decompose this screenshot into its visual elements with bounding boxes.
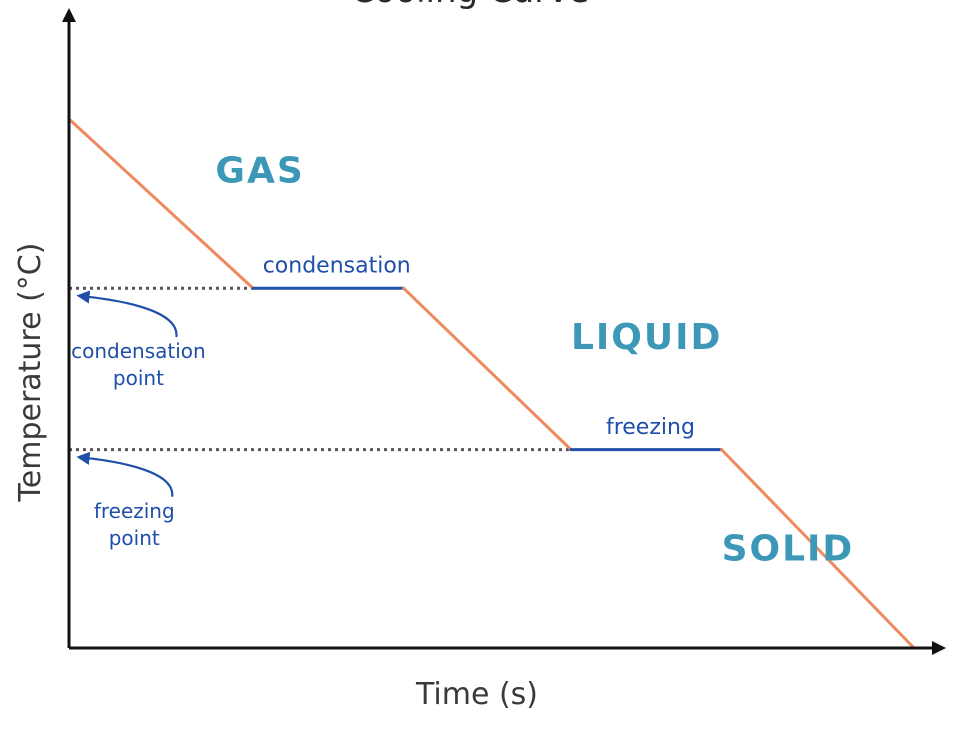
x-axis-label: Time (s): [415, 677, 538, 712]
point-label-1-line-1: point: [109, 526, 160, 550]
point-label-0-line-1: point: [113, 366, 164, 390]
point-arrow-1: [76, 451, 174, 497]
y-axis-arrow: [62, 8, 76, 22]
chart-title: Cooling Curve: [351, 0, 589, 11]
region-label-solid: SOLID: [722, 529, 855, 570]
region-label-liquid: LIQUID: [571, 317, 722, 358]
transition-label-condensation: condensation: [263, 253, 411, 278]
point-label-0-line-0: condensation: [71, 339, 206, 363]
region-label-gas: GAS: [215, 150, 304, 191]
x-axis-arrow: [932, 641, 946, 655]
curve-segments: [67, 117, 916, 650]
transition-label-freezing: freezing: [606, 415, 695, 440]
cooling-segment-4: [720, 448, 916, 650]
cooling-segment-2: [402, 286, 573, 452]
cooling-segment-0: [67, 117, 255, 290]
point-labels: condensation point freezing point: [71, 290, 206, 550]
transition-labels: condensation freezing: [263, 253, 695, 439]
reference-lines: [69, 286, 571, 452]
point-label-1-line-0: freezing: [94, 499, 175, 523]
y-axis-label: Temperature (°C): [13, 243, 48, 503]
point-arrow-0: [76, 290, 178, 338]
region-labels: GAS LIQUID SOLID: [215, 150, 855, 570]
